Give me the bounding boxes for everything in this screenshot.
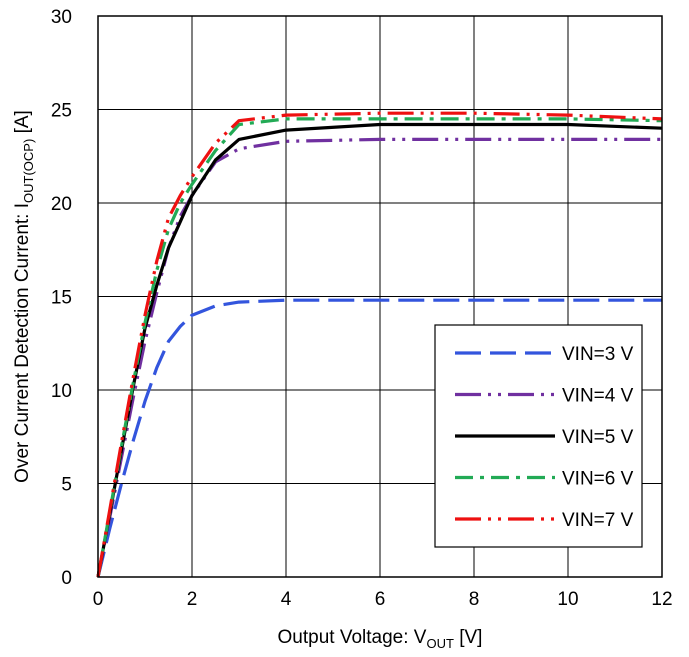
x-tick-label: 4 — [281, 589, 292, 610]
x-axis-label-main: Output Voltage: V — [278, 627, 427, 648]
x-tick-label: 6 — [375, 589, 386, 610]
x-tick-label: 12 — [651, 589, 672, 610]
x-tick-label: 2 — [187, 589, 198, 610]
y-tick-label: 25 — [51, 101, 72, 122]
x-tick-label: 8 — [469, 589, 480, 610]
x-axis-ticks: 0 2 4 6 8 10 12 — [93, 589, 673, 610]
legend: VIN=3 V VIN=4 V VIN=5 V VIN=6 V VIN=7 V — [434, 324, 643, 548]
y-axis-label: Over Current Detection Current: IOUT(OCP… — [12, 110, 36, 483]
x-axis-label-suffix: [V] — [454, 627, 483, 648]
y-tick-label: 20 — [51, 194, 72, 215]
y-tick-label: 30 — [51, 7, 72, 28]
grid — [98, 16, 662, 577]
y-axis-label-sub: OUT(OCP) — [21, 139, 36, 203]
y-tick-label: 10 — [51, 381, 72, 402]
x-tick-label: 10 — [557, 589, 578, 610]
legend-label: VIN=7 V — [562, 510, 634, 531]
x-axis-label-sub: OUT — [426, 636, 454, 651]
series-lines — [96, 111, 663, 578]
legend-label: VIN=4 V — [562, 386, 634, 407]
y-tick-label: 5 — [61, 475, 72, 496]
y-axis-label-suffix: [A] — [12, 110, 33, 139]
x-tick-label: 0 — [93, 589, 104, 610]
y-tick-label: 15 — [51, 288, 72, 309]
y-tick-label: 0 — [61, 568, 72, 589]
y-axis-ticks: 0 5 10 15 20 25 30 — [51, 7, 72, 589]
series-line-vin-3 — [96, 298, 662, 578]
legend-label: VIN=5 V — [562, 427, 634, 448]
legend-label: VIN=3 V — [562, 344, 634, 365]
series-line-vin-7 — [96, 111, 663, 578]
plot-frame — [97, 15, 663, 578]
legend-label: VIN=6 V — [562, 469, 634, 490]
x-axis-label: Output Voltage: VOUT [V] — [278, 627, 483, 651]
y-axis-label-main: Over Current Detection Current: I — [12, 203, 33, 483]
